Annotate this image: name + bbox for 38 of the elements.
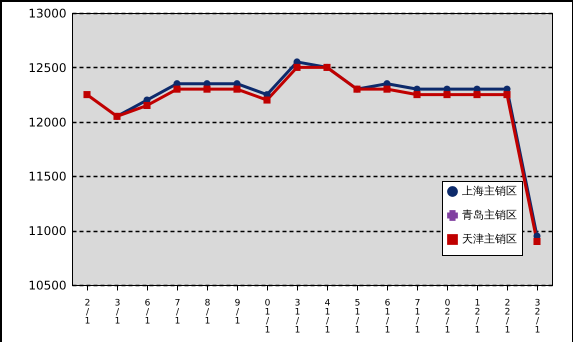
point: [83, 91, 91, 98]
point: [173, 86, 181, 93]
point: [383, 86, 391, 93]
point: [263, 96, 271, 104]
legend-label: 天津主销区: [462, 232, 517, 246]
x-tick-label: 7/1: [174, 298, 180, 326]
y-tick-label: 12500: [28, 60, 66, 75]
x-tick-label: 41/1: [324, 298, 331, 336]
x-tick-label: 31/1: [294, 298, 300, 336]
x-tick-label: 9/1: [234, 298, 241, 326]
y-tick-label: 11500: [28, 170, 66, 184]
legend-label: 上海主销区: [462, 184, 517, 198]
y-tick-label: 12000: [28, 115, 66, 130]
x-tick-label: 6/1: [144, 298, 151, 326]
x-tick-label: 32/1: [534, 298, 540, 336]
x-tick-label: 02/1: [444, 298, 451, 336]
x-tick-label: 71/1: [414, 298, 420, 336]
point: [503, 91, 511, 98]
point: [443, 91, 451, 98]
x-tick-label: 8/1: [204, 298, 211, 326]
legend-label: 青岛主销区: [462, 208, 517, 222]
x-tick-label: 01/1: [264, 298, 271, 336]
point: [203, 86, 211, 93]
y-tick-label: 13000: [28, 6, 66, 20]
y-tick-label: 11000: [28, 224, 66, 238]
point: [293, 64, 301, 71]
y-tick-label: 10500: [28, 278, 66, 292]
x-tick-label: 12/1: [474, 298, 480, 336]
point: [413, 91, 421, 98]
point: [533, 238, 541, 246]
x-tick-label: 51/1: [354, 298, 360, 336]
x-tick-label: 61/1: [384, 298, 391, 336]
x-tick-label: 2/1: [84, 298, 90, 326]
x-tick-label: 22/1: [504, 298, 510, 336]
point: [233, 86, 241, 93]
point: [143, 102, 151, 110]
x-tick-label: 3/1: [114, 298, 120, 326]
point: [473, 91, 481, 98]
